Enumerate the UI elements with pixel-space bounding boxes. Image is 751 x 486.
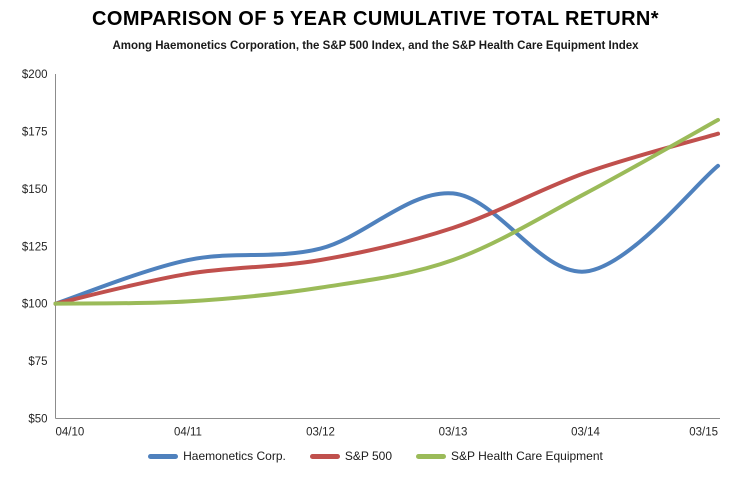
legend-swatch-s-p-health-care-equipment [416, 453, 446, 459]
y-axis-tick-label: $200 [22, 69, 48, 81]
x-axis-tick-label: 03/12 [306, 427, 335, 439]
series-line-s-p-health-care-equipment [53, 117, 720, 306]
y-axis-tick-label: $175 [22, 126, 48, 138]
legend: Haemonetics Corp. S&P 500 S&P Health Care … [0, 449, 751, 463]
chart-subtitle: Among Haemonetics Corporation, the S&P 5… [112, 40, 639, 52]
y-axis-tick-label: $125 [22, 241, 48, 253]
x-axis-tick-label: 04/11 [174, 427, 202, 439]
x-axis-tick-label: 04/10 [56, 427, 85, 439]
y-axis-tick-label: $75 [28, 356, 47, 368]
x-axis-tick-label: 03/13 [439, 427, 468, 439]
legend-swatch-s-p-500 [309, 453, 340, 459]
legend-label-s-p-500: S&P 500 [344, 449, 392, 463]
x-axis-tick-label: 03/15 [689, 427, 718, 439]
legend-item-haemonetics-corp: Haemonetics Corp. [148, 449, 286, 463]
chart-title: COMPARISON OF 5 YEAR CUMULATIVE TOTAL RE… [92, 8, 659, 30]
legend-item-s-p-500: S&P 500 [309, 449, 392, 463]
legend-label-haemonetics-corp: Haemonetics Corp. [183, 449, 286, 463]
series-line-s-p-500 [53, 131, 720, 306]
series-line-haemonetics-corp [53, 163, 720, 306]
legend-label-s-p-health-care-equipment: S&P Health Care Equipment [451, 449, 603, 463]
y-axis-tick-label: $150 [22, 184, 48, 196]
y-axis-tick-label: $50 [28, 414, 47, 426]
legend-item-s-p-health-care-equipment: S&P Health Care Equipment [416, 449, 603, 463]
x-axis-tick-label: 03/14 [571, 427, 600, 439]
y-axis-tick-label: $100 [22, 299, 48, 311]
legend-swatch-haemonetics-corp [148, 453, 179, 459]
